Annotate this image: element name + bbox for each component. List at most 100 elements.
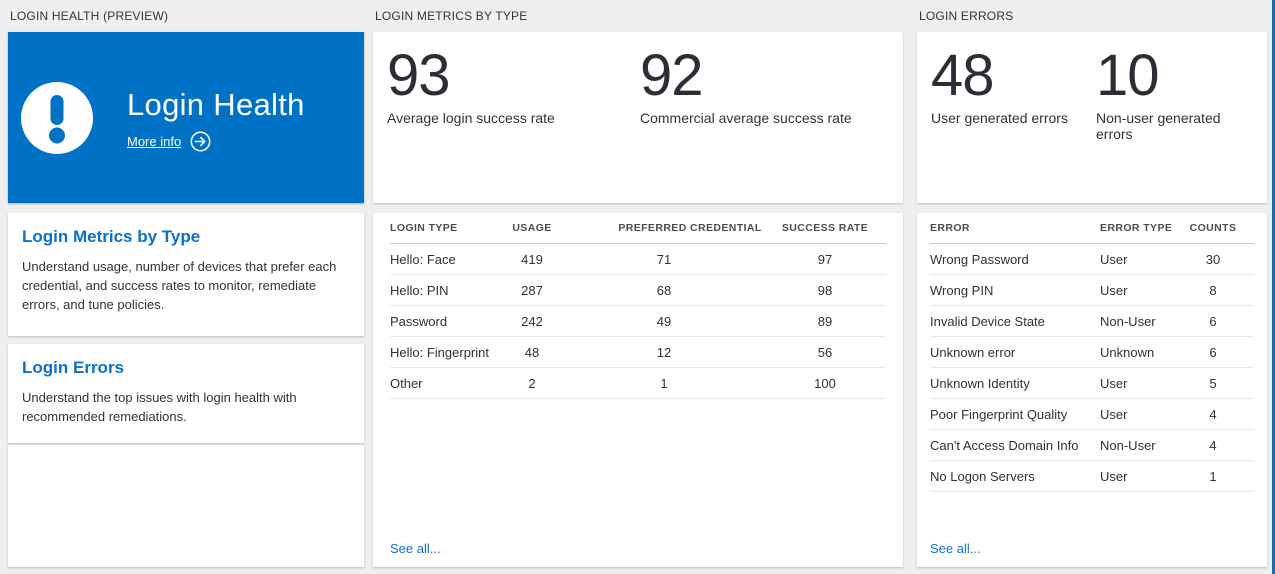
table-row[interactable]: Hello: Fingerprint 48 12 56 [390, 337, 886, 368]
cell-counts: 5 [1209, 375, 1217, 391]
cell-error: Poor Fingerprint Quality [930, 406, 1068, 422]
empty-tile [8, 445, 364, 567]
login-metrics-by-type-description: Understand usage, number of devices that… [22, 259, 337, 312]
cell-usage: 2 [528, 375, 536, 391]
table-header-row: ERROR ERROR TYPE COUNTS [930, 213, 1254, 244]
cell-usage: 242 [521, 313, 543, 329]
arrow-right-circle-icon[interactable] [190, 131, 211, 152]
table-row[interactable]: Unknown error Unknown 6 [930, 337, 1254, 368]
cell-error: Wrong Password [930, 251, 1029, 267]
see-all-link[interactable]: See all... [390, 541, 441, 556]
table-row[interactable]: Hello: PIN 287 68 98 [390, 275, 886, 306]
table-empty-space [930, 492, 1254, 541]
cell-error: Unknown Identity [930, 375, 1030, 391]
stat-label: Commercial average success rate [640, 110, 852, 126]
cell-preferred-credential: 12 [656, 344, 672, 360]
column-header-success-rate: SUCCESS RATE [781, 222, 869, 234]
table-row[interactable]: No Logon Servers User 1 [930, 461, 1254, 492]
table-row[interactable]: Wrong PIN User 8 [930, 275, 1254, 306]
cell-error-type: User [1100, 251, 1128, 267]
cell-error: Unknown error [930, 344, 1016, 360]
cell-error-type: User [1100, 468, 1128, 484]
cell-error: Can't Access Domain Info [930, 437, 1079, 453]
part-title-login-metrics: LOGIN METRICS BY TYPE [375, 9, 528, 23]
stat-label: Non-user generated errors [1096, 110, 1221, 142]
metrics-stats-card: 93 Average login success rate 92 Commerc… [373, 32, 903, 203]
cell-counts: 6 [1209, 344, 1217, 360]
cell-success-rate: 56 [817, 344, 833, 360]
login-errors-description: Understand the top issues with login hea… [22, 390, 297, 424]
cell-success-rate: 100 [814, 375, 836, 391]
cell-login-type: Hello: Face [390, 251, 456, 267]
column-header-error: ERROR [930, 222, 970, 234]
stat-label: Average login success rate [387, 110, 555, 126]
cell-counts: 4 [1209, 406, 1217, 422]
login-metrics-by-type-tile[interactable]: Login Metrics by Type Understand usage, … [8, 213, 364, 336]
table-row[interactable]: Can't Access Domain Info Non-User 4 [930, 430, 1254, 461]
hero-title: Login Health [127, 86, 305, 122]
hero-text-block: Login Health More info [127, 86, 305, 152]
more-info-link[interactable]: More info [127, 131, 305, 152]
column-header-error-type: ERROR TYPE [1100, 222, 1173, 234]
cell-error: No Logon Servers [930, 468, 1035, 484]
login-errors-title[interactable]: Login Errors [22, 358, 125, 377]
login-metrics-table-card: LOGIN TYPE USAGE PREFERRED CREDENTIAL SU… [373, 213, 903, 567]
next-tile-edge [1272, 0, 1275, 574]
cell-usage: 287 [521, 282, 543, 298]
login-health-column: LOGIN HEALTH (PREVIEW) Login Health More… [8, 0, 364, 567]
cell-success-rate: 97 [817, 251, 833, 267]
table-row[interactable]: Poor Fingerprint Quality User 4 [930, 399, 1254, 430]
cell-login-type: Hello: Fingerprint [390, 344, 489, 360]
cell-error-type: Unknown [1100, 344, 1155, 360]
table-row[interactable]: Other 2 1 100 [390, 368, 886, 399]
cell-preferred-credential: 1 [660, 375, 668, 391]
cell-preferred-credential: 49 [656, 313, 672, 329]
cell-login-type: Other [390, 375, 423, 391]
stat-user-generated-errors: 48 User generated errors [931, 46, 1096, 203]
table-row[interactable]: Wrong Password User 30 [930, 244, 1254, 275]
cell-error: Wrong PIN [930, 282, 994, 298]
login-errors-column: LOGIN ERRORS 48 User generated errors 10… [917, 0, 1267, 567]
column-header-counts: COUNTS [1189, 222, 1237, 234]
cell-error-type: Non-User [1100, 437, 1156, 453]
table-row[interactable]: Unknown Identity User 5 [930, 368, 1254, 399]
table-header-row: LOGIN TYPE USAGE PREFERRED CREDENTIAL SU… [390, 213, 886, 244]
cell-counts: 8 [1209, 282, 1217, 298]
login-metrics-by-type-title[interactable]: Login Metrics by Type [22, 227, 201, 246]
stat-average-login-success: 93 Average login success rate [387, 46, 640, 203]
cell-counts: 6 [1209, 313, 1217, 329]
cell-usage: 48 [524, 344, 540, 360]
login-errors-tile[interactable]: Login Errors Understand the top issues w… [8, 344, 364, 443]
errors-stats-card: 48 User generated errors 10 Non-user gen… [917, 32, 1267, 203]
login-metrics-column: LOGIN METRICS BY TYPE 93 Average login s… [373, 0, 903, 567]
stat-value: 93 [387, 43, 451, 108]
cell-error-type: User [1100, 375, 1128, 391]
cell-usage: 419 [521, 251, 543, 267]
cell-counts: 30 [1205, 251, 1221, 267]
stat-value: 10 [1096, 43, 1160, 108]
login-errors-table-card: ERROR ERROR TYPE COUNTS Wrong Password U… [917, 213, 1267, 567]
part-title-login-errors: LOGIN ERRORS [919, 9, 1014, 23]
stat-label: User generated errors [931, 110, 1068, 126]
column-header-preferred-credential: PREFERRED CREDENTIAL [618, 222, 762, 234]
cell-error-type: Non-User [1100, 313, 1156, 329]
exclamation-circle-icon [21, 81, 93, 154]
stat-non-user-generated-errors: 10 Non-user generated errors [1096, 46, 1224, 203]
cell-error-type: User [1100, 282, 1128, 298]
stat-value: 92 [640, 43, 704, 108]
column-header-usage: USAGE [512, 222, 552, 234]
cell-preferred-credential: 71 [656, 251, 672, 267]
see-all-link[interactable]: See all... [930, 541, 981, 556]
column-header-login-type: LOGIN TYPE [390, 222, 458, 234]
table-row[interactable]: Invalid Device State Non-User 6 [930, 306, 1254, 337]
cell-counts: 4 [1209, 437, 1217, 453]
table-row[interactable]: Hello: Face 419 71 97 [390, 244, 886, 275]
table-row[interactable]: Password 242 49 89 [390, 306, 886, 337]
login-health-hero-card[interactable]: Login Health More info [8, 32, 364, 203]
more-info-label[interactable]: More info [127, 133, 182, 149]
table-empty-space [390, 399, 886, 541]
cell-counts: 1 [1209, 468, 1217, 484]
cell-error-type: User [1100, 406, 1128, 422]
stat-commercial-average-success: 92 Commercial average success rate [640, 46, 852, 203]
part-title-login-health: LOGIN HEALTH (PREVIEW) [10, 9, 169, 23]
